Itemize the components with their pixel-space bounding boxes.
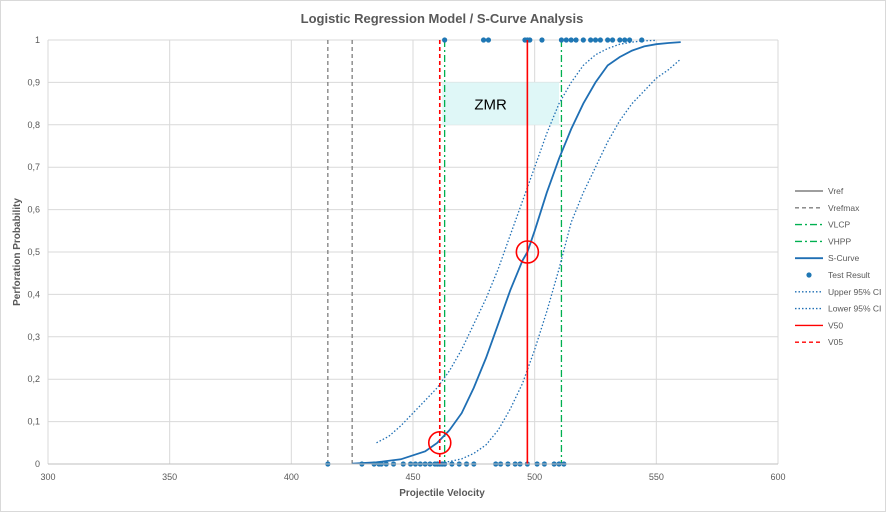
x-tick-label: 500: [527, 472, 542, 482]
y-tick-label: 0,7: [27, 162, 40, 172]
y-tick-label: 0,3: [27, 332, 40, 342]
test-result-point: [622, 37, 628, 43]
x-tick-label: 400: [284, 472, 299, 482]
legend-label-v50: V50: [828, 320, 843, 330]
test-result-point: [442, 37, 448, 43]
zmr-zone-rect: [442, 82, 559, 125]
x-tick-label: 550: [649, 472, 664, 482]
y-tick-label: 1: [35, 35, 40, 45]
test-result-point: [480, 37, 487, 43]
legend-label-vref: Vref: [828, 186, 844, 196]
y-tick-label: 0,1: [27, 417, 40, 427]
test-result-point: [573, 37, 579, 43]
x-axis-label: Projectile Velocity: [399, 488, 485, 499]
legend-label-upper-95-ci: Upper 95% CI: [828, 287, 881, 297]
highlight-circle: [515, 240, 540, 264]
x-tick-label: 350: [162, 472, 177, 482]
zmr-zone: ZMR: [442, 82, 559, 125]
test-result-point: [626, 37, 633, 43]
grid: [47, 39, 779, 465]
legend-swatch-test-result: [806, 272, 812, 278]
y-axis-label: Perforation Probability: [12, 198, 23, 306]
x-tick-label: 600: [770, 472, 785, 482]
test-result-point: [539, 37, 545, 43]
legend: Vref Vrefmax VLCP VHPP S-Curve Test Result Upp…: [795, 186, 881, 347]
legend-label-vrefmax: Vrefmax: [828, 203, 860, 213]
test-result-point: [558, 37, 565, 43]
test-result-point: [597, 37, 603, 43]
x-tick-label: 300: [40, 472, 55, 482]
test-result-point: [592, 37, 599, 43]
y-tick-label: 0,4: [27, 289, 40, 299]
y-tick-label: 0,9: [27, 77, 40, 87]
x-tick-label: 450: [405, 472, 420, 482]
y-tick-label: 0,6: [27, 205, 40, 215]
test-result-point: [617, 37, 623, 43]
y-tick-label: 0,8: [27, 120, 40, 130]
test-result-point: [588, 37, 594, 43]
series-layer: [325, 37, 682, 467]
test-result-point: [580, 37, 586, 43]
test-result-point: [609, 37, 616, 43]
test-result-point: [527, 37, 533, 43]
test-result-point: [563, 37, 569, 43]
test-result-point: [485, 37, 492, 43]
axes: 300 350 400 450 500 550 600 0 0,1 0,2 0,3 0,4 0,5 0,6…: [27, 35, 785, 482]
y-tick-label: 0,2: [27, 374, 40, 384]
legend-label-vhpp: VHPP: [828, 236, 851, 246]
y-tick-label: 0: [35, 459, 40, 469]
lower-95-ci-line: [437, 58, 682, 464]
legend-label-vlcp: VLCP: [828, 220, 851, 230]
chart-title: Logistic Regression Model / S-Curve Anal…: [301, 11, 584, 26]
upper-95-ci-line: [376, 39, 657, 444]
legend-label-test-result: Test Result: [828, 270, 871, 280]
legend-label-lower-95-ci: Lower 95% CI: [828, 304, 881, 314]
test-result-point: [568, 37, 574, 43]
legend-label-s-curve: S-Curve: [828, 253, 859, 263]
highlight-circle: [427, 430, 452, 455]
y-tick-label: 0,5: [27, 247, 40, 257]
legend-label-v05: V05: [828, 337, 843, 347]
test-result-point: [605, 37, 611, 43]
zmr-label: ZMR: [474, 97, 507, 114]
